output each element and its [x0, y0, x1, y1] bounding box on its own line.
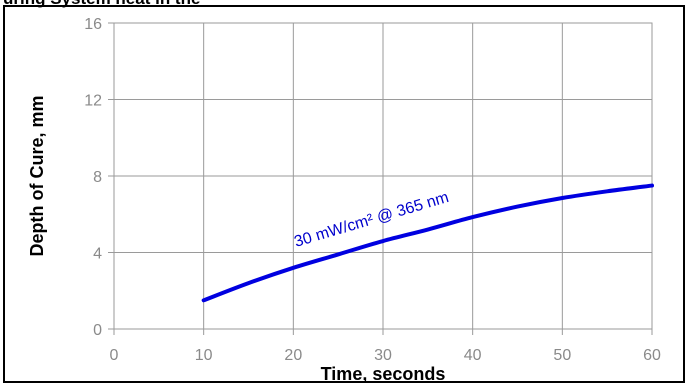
- tick-labels: 0 10 20 30 40 50 60 0 4 8 12 16: [84, 16, 661, 364]
- x-axis-title: Time, seconds: [321, 364, 446, 384]
- plot-area-border: [113, 22, 653, 330]
- y-tick-label: 0: [93, 322, 102, 339]
- y-tick-label: 12: [84, 93, 102, 110]
- x-tick-label: 20: [284, 347, 302, 364]
- chart-frame: [3, 5, 685, 383]
- y-axis-title: Depth of Cure, mm: [27, 95, 47, 256]
- x-tick-label: 50: [553, 347, 571, 364]
- y-tick-label: 16: [84, 16, 102, 33]
- series-label: 30 mW/cm² @ 365 nm: [292, 189, 451, 251]
- x-tick-label: 10: [195, 347, 213, 364]
- chart-title: uring System heat in the: [3, 0, 200, 9]
- series-layer: [201, 183, 654, 303]
- x-tick-label: 30: [374, 347, 392, 364]
- series-line: [201, 183, 654, 303]
- x-tick-label: 60: [643, 347, 661, 364]
- grid: [108, 22, 653, 335]
- y-tick-label: 4: [93, 246, 102, 263]
- x-tick-label: 40: [464, 347, 482, 364]
- y-tick-label: 8: [93, 169, 102, 186]
- x-tick-label: 0: [110, 347, 119, 364]
